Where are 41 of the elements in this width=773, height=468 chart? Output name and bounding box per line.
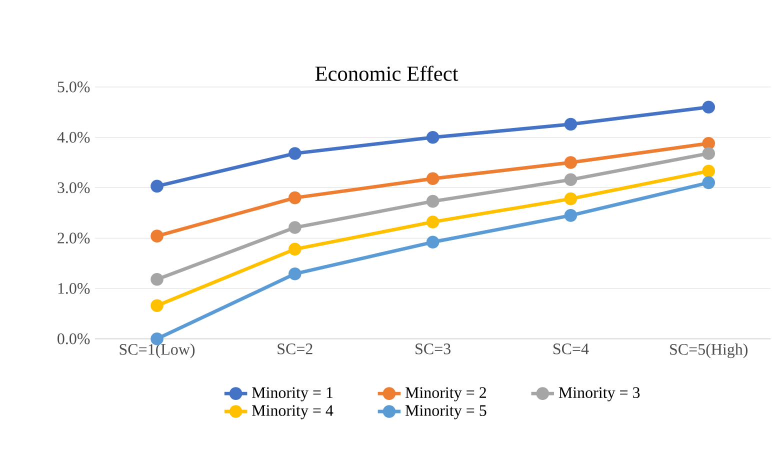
y-tick-label: 0.0%: [58, 334, 90, 344]
point: [288, 268, 302, 280]
point: [150, 273, 164, 286]
point: [702, 137, 716, 150]
x-tick-label: SC=2: [278, 344, 312, 354]
point: [426, 131, 440, 144]
x-tick-label: SC=4: [553, 344, 589, 354]
legend-label: Minority = 2: [405, 387, 486, 402]
point: [288, 147, 302, 160]
point: [426, 172, 440, 186]
chart-title: Economic Effect: [315, 66, 458, 82]
point: [564, 156, 578, 170]
point: [702, 176, 716, 190]
legend-label: Minority = 5: [405, 405, 486, 420]
point: [150, 299, 164, 312]
point: [564, 209, 578, 222]
legend-label: Minority = 4: [252, 405, 334, 420]
point: [150, 180, 164, 193]
y-tick-label: 1.0%: [58, 283, 90, 294]
y-tick-label: 2.0%: [58, 232, 90, 244]
point: [702, 164, 716, 178]
point: [150, 230, 164, 243]
legend-label: Minority = 3: [558, 387, 640, 402]
point: [426, 195, 440, 208]
legend-label: Minority = 1: [252, 387, 333, 402]
point: [564, 118, 578, 131]
point: [288, 191, 302, 204]
x-tick-label: SC=3: [416, 344, 450, 354]
point: [288, 221, 302, 234]
point: [426, 236, 440, 249]
point: [702, 147, 716, 160]
point: [426, 216, 440, 228]
x-tick-label: SC=1(Low): [120, 344, 195, 358]
y-tick-label: 4.0%: [57, 132, 90, 143]
y-tick-label: 3.0%: [58, 182, 90, 194]
point: [702, 100, 716, 114]
point: [564, 173, 578, 186]
x-tick-label: SC=5(High): [670, 344, 748, 358]
y-tick-label: 5.0%: [58, 82, 90, 92]
point: [288, 242, 302, 256]
point: [564, 192, 578, 206]
